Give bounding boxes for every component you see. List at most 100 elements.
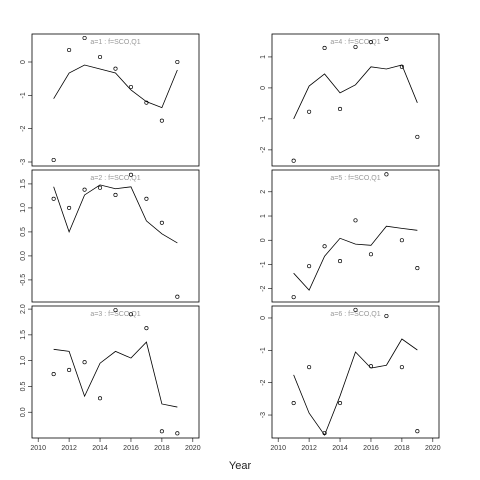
x-tick-label: 2016 — [363, 445, 379, 452]
point — [322, 45, 327, 50]
point — [307, 365, 312, 370]
panel-frame — [31, 33, 200, 167]
line — [293, 338, 418, 436]
y-tick-label: -2 — [20, 125, 27, 131]
y-tick-label: -0.5 — [20, 274, 27, 286]
y-tick-label: 0 — [20, 60, 27, 64]
point — [384, 313, 389, 319]
point — [113, 66, 118, 71]
y-tick-label: 2.0 — [20, 304, 27, 314]
point — [159, 118, 164, 123]
point — [128, 312, 134, 317]
point — [67, 205, 72, 210]
y-tick-label: -2 — [260, 285, 267, 291]
x-tick-label: 2020 — [425, 445, 441, 452]
x-tick-label: 2014 — [332, 445, 348, 452]
x-tick-label: 2020 — [185, 445, 201, 452]
point — [384, 36, 389, 42]
y-tick-label: 0 — [260, 316, 267, 320]
point — [82, 360, 87, 365]
line — [293, 225, 418, 291]
x-tick-label: 2018 — [154, 445, 170, 452]
point — [144, 196, 149, 201]
point — [175, 431, 180, 436]
point — [175, 294, 180, 299]
y-tick-label: -1 — [260, 347, 267, 353]
point — [67, 47, 72, 53]
point — [337, 106, 343, 112]
line — [53, 341, 178, 408]
point — [353, 307, 358, 312]
point — [337, 401, 343, 406]
point — [415, 429, 420, 434]
point — [291, 295, 296, 300]
y-tick-label: 0.5 — [20, 381, 27, 391]
point — [128, 84, 134, 90]
point — [399, 365, 404, 370]
point — [51, 196, 56, 201]
point — [322, 244, 327, 249]
line — [293, 64, 418, 120]
y-tick-label: 1 — [260, 55, 267, 59]
panel-frame — [271, 169, 440, 303]
y-tick-label: -3 — [20, 159, 27, 165]
point — [67, 367, 72, 372]
x-tick-label: 2014 — [92, 445, 108, 452]
point — [97, 54, 103, 60]
y-tick-label: 1.5 — [20, 330, 27, 340]
point — [82, 35, 87, 41]
y-tick-label: -2 — [260, 379, 267, 385]
x-axis-label: Year — [229, 460, 252, 472]
point — [82, 187, 87, 192]
y-tick-label: 1.5 — [20, 179, 27, 189]
line — [53, 184, 178, 244]
point — [353, 44, 358, 50]
x-tick-label: 2016 — [123, 445, 139, 452]
y-tick-label: -2 — [260, 147, 267, 153]
y-tick-label: -3 — [260, 412, 267, 418]
panel-frame — [271, 33, 440, 167]
point — [368, 40, 374, 45]
line — [53, 64, 178, 109]
panel-title: a=2 : f=SCO,Q1 — [90, 175, 140, 182]
y-tick-label: 1.0 — [20, 203, 27, 213]
point — [97, 185, 103, 190]
point — [353, 218, 358, 223]
y-tick-label: 0.5 — [20, 227, 27, 237]
point — [307, 109, 312, 114]
point — [144, 326, 149, 331]
y-tick-label: -1 — [260, 261, 267, 267]
point — [175, 59, 180, 65]
point — [368, 252, 374, 257]
point — [415, 266, 420, 271]
y-tick-label: 0.0 — [20, 407, 27, 417]
y-tick-label: -1 — [20, 92, 27, 98]
point — [159, 429, 164, 434]
panel-frame — [31, 169, 200, 303]
panel-frame — [271, 305, 440, 439]
point — [113, 192, 118, 198]
point — [291, 158, 296, 163]
x-tick-label: 2012 — [61, 445, 77, 452]
y-tick-label: 2 — [260, 190, 267, 194]
panel-title: a=3 : f=SCO,Q1 — [90, 311, 140, 318]
point — [159, 220, 164, 225]
y-tick-label: 1 — [260, 214, 267, 218]
point — [399, 238, 404, 243]
x-tick-label: 2010 — [30, 445, 46, 452]
panel-title: a=4 : f=SCO,Q1 — [330, 39, 380, 46]
panel-title: a=1 : f=SCO,Q1 — [90, 39, 140, 46]
point — [51, 157, 56, 163]
point — [128, 172, 134, 177]
point — [337, 259, 343, 264]
x-tick-label: 2010 — [270, 445, 286, 452]
point — [415, 134, 420, 139]
y-tick-label: 0 — [260, 238, 267, 242]
point — [307, 264, 312, 269]
x-tick-label: 2018 — [394, 445, 410, 452]
x-tick-label: 2012 — [301, 445, 317, 452]
panel-frame — [31, 305, 200, 439]
panel-title: a=6 : f=SCO,Q1 — [330, 311, 380, 318]
y-tick-label: 1.0 — [20, 356, 27, 366]
